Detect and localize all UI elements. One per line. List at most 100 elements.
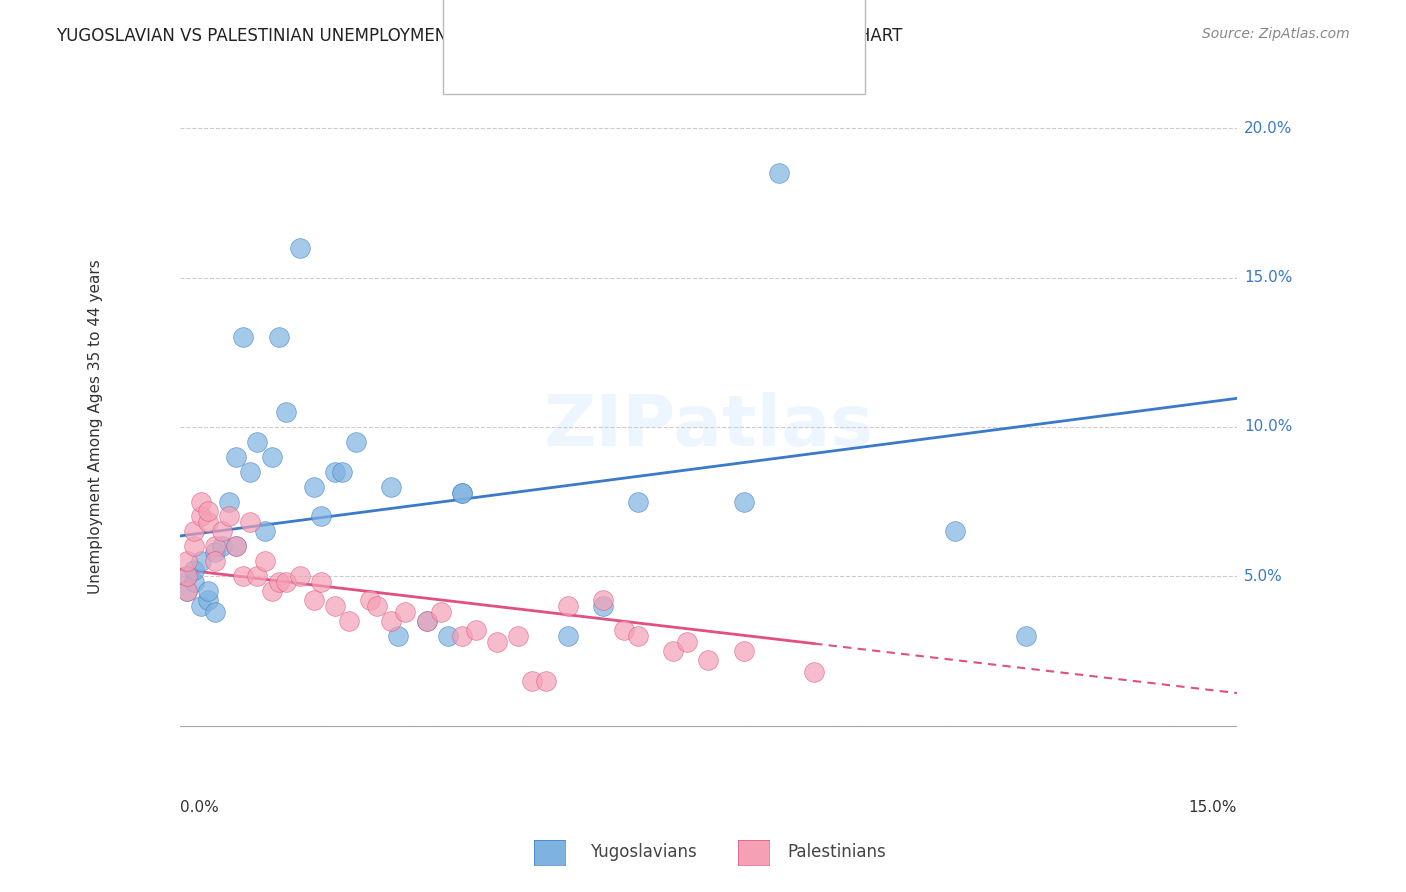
Point — [592, 599, 614, 613]
Text: Yugoslavians: Yugoslavians — [591, 843, 697, 861]
Text: Source: ZipAtlas.com: Source: ZipAtlas.com — [1202, 27, 1350, 41]
Point — [260, 584, 283, 599]
Point — [309, 509, 332, 524]
Point — [486, 635, 509, 649]
Point — [613, 623, 636, 637]
Point — [302, 593, 325, 607]
Point — [253, 524, 276, 539]
Point — [204, 539, 226, 553]
Text: R =  0.264   N = 40: R = 0.264 N = 40 — [509, 11, 685, 29]
Point — [450, 485, 472, 500]
Point — [190, 494, 212, 508]
Point — [183, 575, 205, 590]
Point — [246, 434, 269, 449]
Point — [260, 450, 283, 464]
Point — [253, 554, 276, 568]
Point — [274, 575, 297, 590]
Point — [415, 614, 437, 628]
Point — [464, 623, 486, 637]
Text: YUGOSLAVIAN VS PALESTINIAN UNEMPLOYMENT AMONG AGES 35 TO 44 YEARS CORRELATION CH: YUGOSLAVIAN VS PALESTINIAN UNEMPLOYMENT … — [56, 27, 903, 45]
Point — [302, 480, 325, 494]
Point — [415, 614, 437, 628]
Point — [359, 593, 381, 607]
Point — [197, 503, 219, 517]
Point — [211, 524, 233, 539]
Point — [309, 575, 332, 590]
Point — [557, 629, 579, 643]
Point — [274, 405, 297, 419]
Point — [183, 539, 205, 553]
Point — [288, 569, 311, 583]
Point — [344, 434, 367, 449]
Point — [536, 673, 558, 688]
Text: 20.0%: 20.0% — [1244, 120, 1292, 136]
Point — [176, 584, 198, 599]
Point — [330, 465, 353, 479]
Point — [733, 644, 755, 658]
Point — [246, 569, 269, 583]
Text: 0.0%: 0.0% — [180, 800, 219, 815]
Point — [394, 605, 416, 619]
Point — [380, 480, 402, 494]
Point — [337, 614, 360, 628]
Point — [450, 629, 472, 643]
Point — [267, 330, 290, 344]
Text: ZIPatlas: ZIPatlas — [543, 392, 873, 461]
Point — [323, 465, 346, 479]
Point — [436, 629, 458, 643]
Text: Unemployment Among Ages 35 to 44 years: Unemployment Among Ages 35 to 44 years — [89, 260, 103, 594]
Point — [943, 524, 966, 539]
Point — [557, 599, 579, 613]
Point — [204, 605, 226, 619]
Point — [183, 524, 205, 539]
Point — [176, 554, 198, 568]
Point — [232, 569, 254, 583]
Point — [218, 494, 240, 508]
Point — [183, 563, 205, 577]
Point — [627, 629, 650, 643]
Point — [197, 516, 219, 530]
Point — [204, 545, 226, 559]
Point — [232, 330, 254, 344]
Point — [522, 673, 544, 688]
Point — [225, 539, 247, 553]
Point — [204, 554, 226, 568]
Text: 10.0%: 10.0% — [1244, 419, 1292, 434]
Point — [662, 644, 685, 658]
Point — [190, 599, 212, 613]
Text: 15.0%: 15.0% — [1188, 800, 1237, 815]
Point — [225, 539, 247, 553]
Point — [1014, 629, 1036, 643]
Point — [288, 241, 311, 255]
Point — [197, 593, 219, 607]
Text: 5.0%: 5.0% — [1244, 569, 1282, 583]
Point — [190, 509, 212, 524]
Point — [733, 494, 755, 508]
Point — [387, 629, 409, 643]
Point — [176, 569, 198, 583]
Point — [627, 494, 650, 508]
Point — [380, 614, 402, 628]
Point — [803, 665, 825, 679]
Point — [211, 539, 233, 553]
Point — [176, 569, 198, 583]
Text: R = -0.437   N = 47: R = -0.437 N = 47 — [509, 55, 686, 73]
Point — [450, 485, 472, 500]
Point — [592, 593, 614, 607]
Point — [190, 554, 212, 568]
Point — [218, 509, 240, 524]
Point — [768, 166, 790, 180]
Point — [239, 516, 262, 530]
Point — [323, 599, 346, 613]
Point — [429, 605, 451, 619]
Point — [239, 465, 262, 479]
Point — [267, 575, 290, 590]
Point — [697, 653, 720, 667]
Text: 15.0%: 15.0% — [1244, 270, 1292, 285]
Point — [176, 584, 198, 599]
Point — [197, 584, 219, 599]
Point — [676, 635, 699, 649]
Point — [225, 450, 247, 464]
Point — [508, 629, 530, 643]
Text: Palestinians: Palestinians — [787, 843, 886, 861]
